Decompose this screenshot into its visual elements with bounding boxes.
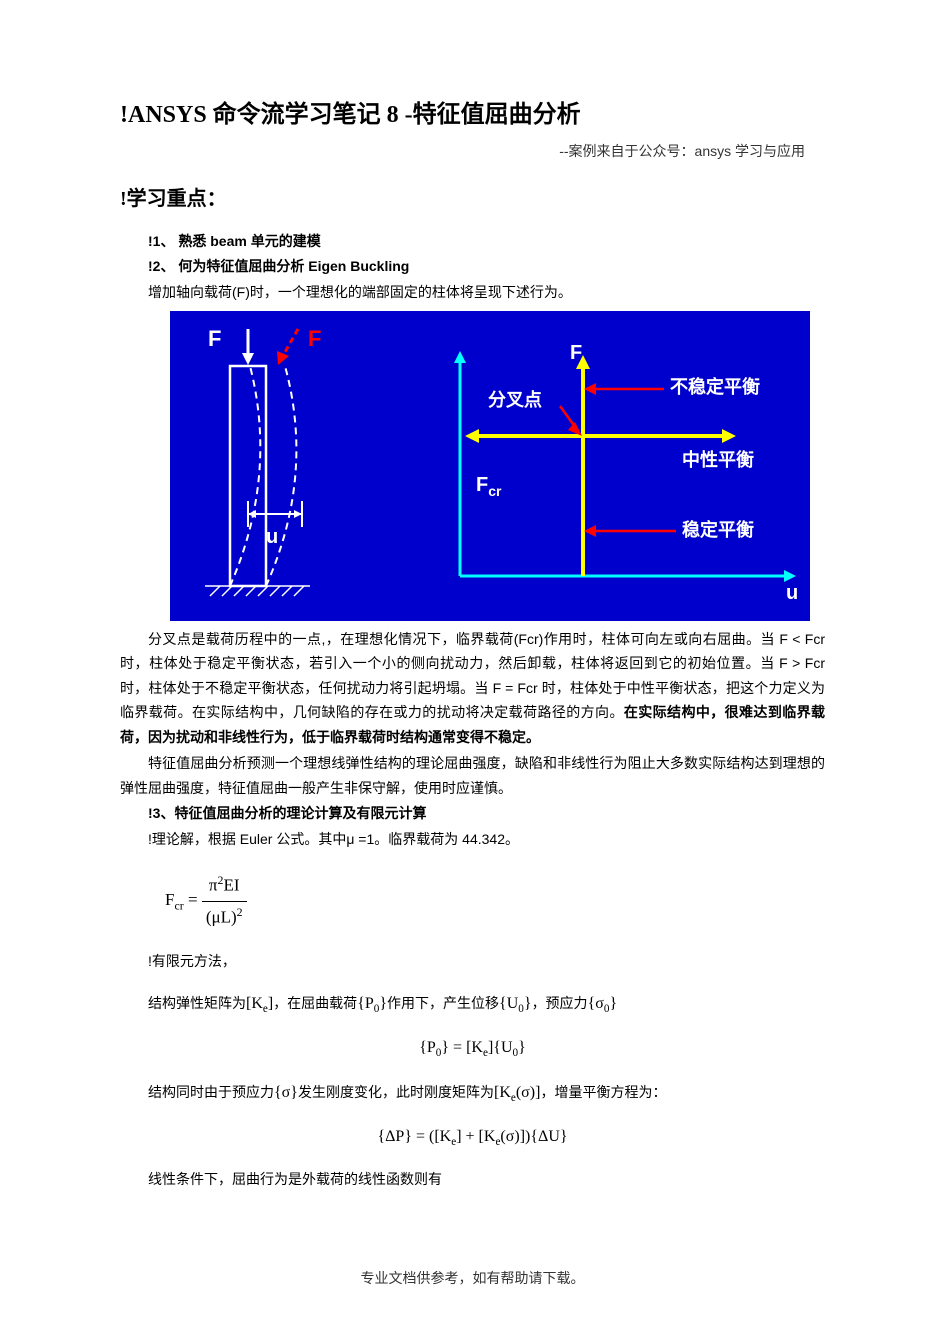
buckling-diagram: F F u u F Fcr 分叉点 不稳定平衡 中性平衡 稳定平衡 — [170, 311, 810, 621]
label-bifurcation: 分叉点 — [488, 389, 542, 410]
fem-label: !有限元方法， — [120, 950, 825, 974]
paragraph-1: 分叉点是载荷历程中的一点,，在理想化情况下，临界载荷(Fcr)作用时，柱体可向左… — [120, 627, 825, 750]
section-heading: !学习重点： — [120, 182, 825, 216]
euler-formula: Fcr = π2EI (μL)2 — [165, 870, 825, 932]
linear-line: 线性条件下，屈曲行为是外载荷的线性函数则有 — [120, 1164, 825, 1195]
axis-u: u — [786, 582, 798, 604]
formula-deltaP: {ΔP} = ([Ke] + [Ke(σ)]){ΔU} — [120, 1123, 825, 1152]
item-2: !2、 何为特征值屈曲分析 Eigen Buckling — [120, 255, 825, 279]
label-F-red: F — [308, 326, 321, 351]
paragraph-2: 特征值屈曲分析预测一个理想线弹性结构的理论屈曲强度，缺陷和非线性行为阻止大多数实… — [120, 751, 825, 800]
label-F-white: F — [208, 326, 221, 351]
item-1: !1、 熟悉 beam 单元的建模 — [120, 230, 825, 254]
page-footer: 专业文档供参考，如有帮助请下载。 — [0, 1268, 945, 1292]
elastic-matrix-line: 结构弹性矩阵为[Ke]，在屈曲载荷{P0}作用下，产生位移{U0}，预应力{σ0… — [120, 986, 825, 1022]
formula-p0: {P0} = [Ke]{U0} — [120, 1034, 825, 1063]
stiffness-line: 结构同时由于预应力{σ}发生刚度变化，此时刚度矩阵为[Ke(σ)]，增量平衡方程… — [120, 1075, 825, 1111]
label-unstable: 不稳定平衡 — [670, 376, 760, 397]
label-neutral: 中性平衡 — [682, 449, 754, 470]
subtitle: --案例来自于公众号：ansys 学习与应用 — [120, 140, 825, 164]
label-stable: 稳定平衡 — [682, 519, 754, 540]
item-3: !3、特征值屈曲分析的理论计算及有限元计算 — [120, 802, 825, 826]
theory-text: !理论解，根据 Euler 公式。其中μ =1。临界载荷为 44.342。 — [120, 828, 825, 852]
page-title: !ANSYS 命令流学习笔记 8 -特征值屈曲分析 — [120, 95, 825, 136]
label-u-left: u — [266, 526, 278, 548]
intro-text: 增加轴向载荷(F)时，一个理想化的端部固定的柱体将呈现下述行为。 — [120, 281, 825, 305]
